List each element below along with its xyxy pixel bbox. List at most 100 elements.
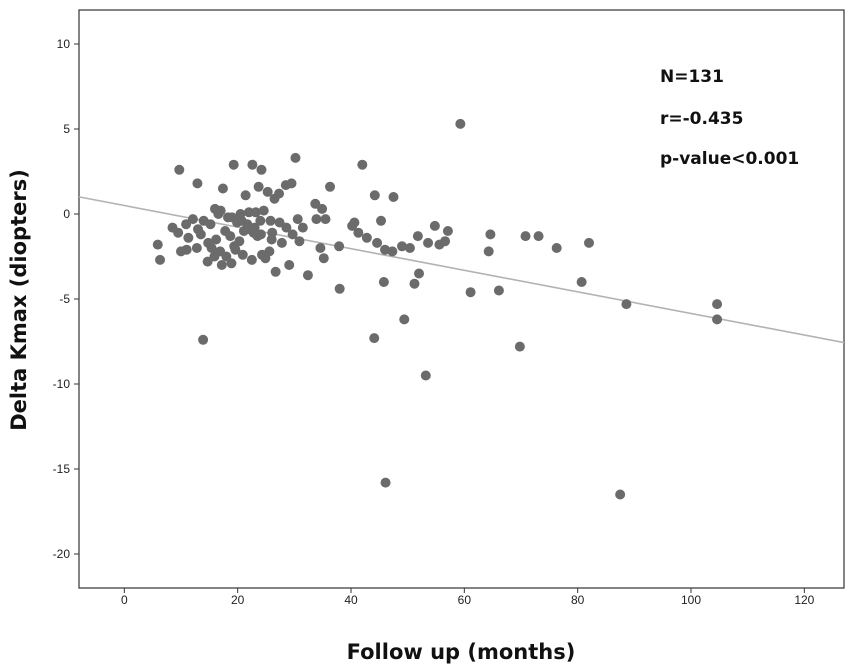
data-point (380, 477, 391, 488)
data-point (414, 268, 424, 279)
data-point (551, 243, 562, 253)
data-point (192, 178, 203, 189)
data-point (388, 192, 399, 202)
data-point (235, 209, 246, 219)
data-point (211, 234, 222, 245)
data-point (317, 203, 328, 214)
data-point (247, 159, 258, 170)
data-point (193, 224, 203, 235)
data-point (234, 236, 245, 247)
data-point (274, 217, 285, 228)
data-point (174, 164, 185, 175)
data-point (152, 239, 163, 250)
data-point (242, 219, 253, 230)
data-point (155, 254, 166, 265)
data-point (225, 231, 236, 242)
data-point (615, 489, 626, 500)
data-point (712, 314, 723, 325)
x-tick-label: 20 (231, 593, 245, 607)
data-point (520, 231, 531, 242)
data-point (372, 237, 383, 248)
data-point (325, 181, 336, 192)
data-point (256, 164, 267, 175)
annotation-r: r=-0.435 (660, 109, 743, 129)
data-point (423, 237, 434, 248)
data-point (217, 183, 228, 194)
data-point (257, 249, 268, 260)
data-point (183, 232, 194, 243)
data-point (404, 243, 415, 253)
data-point (198, 334, 209, 345)
annotation-n: N=131 (660, 67, 724, 87)
data-point (429, 220, 440, 231)
x-tick-label: 120 (794, 593, 814, 607)
data-point (712, 299, 723, 310)
data-point (334, 241, 345, 252)
annotation-p-value: p-value<0.001 (660, 149, 799, 169)
data-point (334, 283, 345, 294)
data-point (440, 236, 451, 247)
data-point (399, 314, 410, 325)
data-point (258, 205, 269, 216)
data-point (409, 278, 420, 289)
data-point (493, 285, 504, 296)
y-tick-label: -20 (53, 547, 71, 561)
data-point (281, 222, 292, 233)
data-point (485, 229, 496, 240)
data-point (237, 249, 248, 260)
data-point (240, 190, 251, 201)
data-point (191, 243, 202, 253)
data-point (483, 246, 494, 257)
data-point (173, 227, 184, 238)
data-point (221, 251, 232, 262)
data-point (290, 152, 301, 163)
data-point (210, 203, 220, 214)
data-point (209, 251, 220, 262)
x-tick-label: 60 (458, 593, 472, 607)
data-point (250, 207, 261, 218)
data-points (152, 118, 723, 500)
data-point (267, 227, 278, 238)
data-point (378, 277, 389, 287)
data-point (262, 186, 273, 197)
data-point (514, 341, 525, 352)
data-point (442, 226, 453, 236)
data-point (455, 118, 466, 129)
data-point (228, 159, 239, 170)
data-point (226, 258, 237, 269)
data-point (206, 243, 217, 253)
data-point (311, 214, 322, 225)
data-point (318, 253, 329, 264)
data-point (353, 227, 364, 238)
data-point (230, 244, 241, 255)
data-point (357, 159, 368, 170)
x-tick-label: 40 (344, 593, 358, 607)
x-tick-label: 0 (121, 593, 128, 607)
data-point (269, 193, 280, 204)
y-tick-label: -15 (53, 462, 71, 476)
y-tick-label: 10 (57, 37, 71, 51)
data-point (246, 254, 257, 265)
data-point (420, 370, 431, 381)
y-tick-label: 0 (63, 207, 70, 221)
data-point (465, 287, 476, 298)
data-point (533, 231, 544, 242)
data-point (205, 219, 216, 230)
data-point (397, 241, 407, 252)
x-tick-label: 80 (571, 593, 585, 607)
data-point (287, 229, 298, 240)
plot-area-frame (78, 9, 845, 589)
data-point (369, 190, 380, 201)
data-point (270, 266, 281, 277)
data-point (284, 260, 295, 270)
data-point (412, 231, 423, 242)
y-axis-title: Delta Kmax (diopters) (7, 169, 31, 431)
data-point (227, 212, 237, 223)
data-point (369, 333, 380, 344)
data-point (576, 277, 587, 287)
data-point (181, 219, 192, 230)
data-point (216, 260, 227, 270)
data-point (187, 214, 198, 225)
data-point (315, 243, 326, 253)
y-tick-label: -5 (59, 292, 70, 306)
